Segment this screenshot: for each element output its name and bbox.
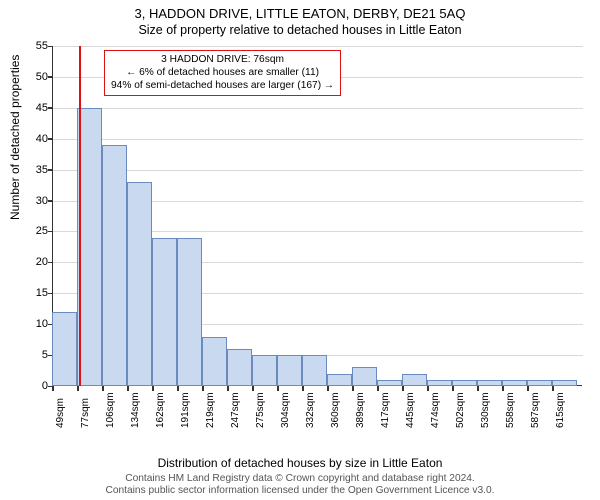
x-tick-mark — [277, 386, 279, 391]
footnote-line-2: Contains public sector information licen… — [0, 485, 600, 498]
x-tick-label: 502sqm — [455, 392, 466, 428]
x-tick-label: 445sqm — [405, 392, 416, 428]
histogram-bar — [327, 374, 352, 386]
x-tick-mark — [227, 386, 229, 391]
annotation-box: 3 HADDON DRIVE: 76sqm← 6% of detached ho… — [104, 50, 341, 96]
chart-container: 3, HADDON DRIVE, LITTLE EATON, DERBY, DE… — [0, 0, 600, 500]
histogram-bar — [177, 238, 202, 386]
histogram-bar — [302, 355, 327, 386]
x-tick-mark — [477, 386, 479, 391]
x-tick-mark — [202, 386, 204, 391]
x-tick-label: 332sqm — [305, 392, 316, 428]
histogram-bar — [227, 349, 252, 386]
histogram-bar — [477, 380, 502, 386]
x-tick-label: 474sqm — [430, 392, 441, 428]
x-tick-label: 191sqm — [180, 392, 191, 428]
x-tick-label: 219sqm — [205, 392, 216, 428]
x-tick-label: 389sqm — [355, 392, 366, 428]
histogram-bar — [502, 380, 527, 386]
annotation-line: 3 HADDON DRIVE: 76sqm — [111, 54, 334, 67]
x-tick-mark — [77, 386, 79, 391]
y-tick-label: 55 — [36, 40, 48, 52]
page-subtitle: Size of property relative to detached ho… — [0, 21, 600, 37]
histogram-bar — [527, 380, 552, 386]
histogram-bar — [252, 355, 277, 386]
chart-area: 051015202530354045505549sqm77sqm106sqm13… — [52, 46, 582, 386]
x-tick-mark — [152, 386, 154, 391]
x-axis-label: Distribution of detached houses by size … — [0, 456, 600, 470]
x-tick-mark — [127, 386, 129, 391]
histogram-bar — [102, 145, 127, 386]
histogram-bar — [452, 380, 477, 386]
x-tick-label: 247sqm — [230, 392, 241, 428]
x-tick-label: 162sqm — [155, 392, 166, 428]
x-tick-mark — [177, 386, 179, 391]
y-tick-label: 45 — [36, 102, 48, 114]
x-tick-mark — [552, 386, 554, 391]
bars-layer — [52, 46, 582, 386]
y-tick-label: 10 — [36, 318, 48, 330]
y-tick-label: 35 — [36, 164, 48, 176]
y-tick-label: 25 — [36, 225, 48, 237]
histogram-bar — [427, 380, 452, 386]
histogram-bar — [402, 374, 427, 386]
x-tick-label: 134sqm — [130, 392, 141, 428]
x-tick-mark — [377, 386, 379, 391]
x-tick-label: 417sqm — [380, 392, 391, 428]
x-tick-label: 304sqm — [280, 392, 291, 428]
y-tick-label: 40 — [36, 133, 48, 145]
x-tick-mark — [402, 386, 404, 391]
annotation-line: ← 6% of detached houses are smaller (11) — [111, 67, 334, 80]
histogram-bar — [152, 238, 177, 386]
x-tick-label: 360sqm — [330, 392, 341, 428]
x-tick-mark — [352, 386, 354, 391]
footnote: Contains HM Land Registry data © Crown c… — [0, 473, 600, 499]
x-tick-label: 106sqm — [105, 392, 116, 428]
histogram-bar — [202, 337, 227, 386]
x-tick-mark — [527, 386, 529, 391]
histogram-bar — [277, 355, 302, 386]
x-tick-label: 615sqm — [555, 392, 566, 428]
y-tick-label: 0 — [42, 380, 48, 392]
x-tick-label: 558sqm — [505, 392, 516, 428]
x-tick-label: 275sqm — [255, 392, 266, 428]
y-tick-label: 30 — [36, 195, 48, 207]
histogram-bar — [377, 380, 402, 386]
property-marker-line — [79, 46, 81, 386]
x-tick-mark — [302, 386, 304, 391]
x-tick-mark — [427, 386, 429, 391]
y-tick-label: 5 — [42, 349, 48, 361]
histogram-bar — [127, 182, 152, 386]
x-tick-mark — [452, 386, 454, 391]
histogram-bar — [77, 108, 102, 386]
x-tick-mark — [502, 386, 504, 391]
y-tick-label: 50 — [36, 71, 48, 83]
x-tick-mark — [252, 386, 254, 391]
x-tick-label: 530sqm — [480, 392, 491, 428]
y-tick-label: 20 — [36, 256, 48, 268]
x-tick-label: 77sqm — [80, 398, 91, 428]
histogram-bar — [52, 312, 77, 386]
y-axis-label: Number of detached properties — [8, 55, 22, 220]
y-tick-label: 15 — [36, 287, 48, 299]
page-title: 3, HADDON DRIVE, LITTLE EATON, DERBY, DE… — [0, 0, 600, 21]
x-tick-mark — [102, 386, 104, 391]
x-tick-label: 49sqm — [55, 398, 66, 428]
histogram-bar — [552, 380, 577, 386]
x-tick-label: 587sqm — [530, 392, 541, 428]
footnote-line-1: Contains HM Land Registry data © Crown c… — [0, 473, 600, 486]
x-tick-mark — [327, 386, 329, 391]
x-tick-mark — [52, 386, 54, 391]
annotation-line: 94% of semi-detached houses are larger (… — [111, 80, 334, 93]
histogram-bar — [352, 367, 377, 386]
